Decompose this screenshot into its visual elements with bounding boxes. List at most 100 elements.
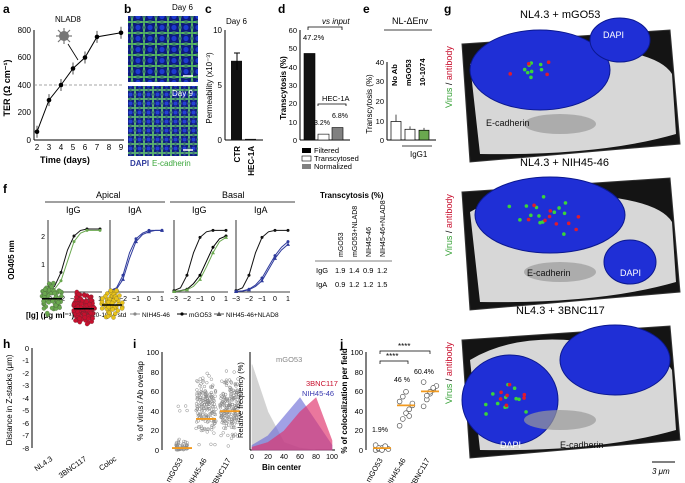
j-value-label: 1.9% — [372, 427, 388, 434]
c-ytick: 5 — [218, 81, 223, 90]
legend-swatch-normalized — [302, 164, 311, 169]
f-xlabel: [Ig] (μg ml⁻¹) — [26, 311, 75, 320]
c-xtick: CTR — [233, 146, 242, 163]
g-dapi-nucleus — [461, 354, 559, 446]
j-sig-bracket — [379, 360, 409, 364]
j-xtick: NIH45-46 — [384, 457, 408, 483]
e-bar — [418, 129, 430, 141]
j-point — [430, 385, 436, 391]
a-xtick: 3 — [47, 143, 52, 152]
g-antibody-dot — [545, 72, 549, 77]
a-ytick: 200 — [18, 108, 32, 117]
f-point — [72, 234, 76, 238]
f-point — [59, 279, 63, 283]
g-antibody-dot — [499, 390, 503, 395]
i-xtick: 3BNC117 — [209, 457, 233, 483]
h-ylabel: Distance in Z-stacks (μm) — [5, 354, 14, 445]
i-point — [236, 377, 240, 381]
f-xtick: 1 — [286, 296, 290, 303]
h-point — [111, 315, 116, 320]
i-point — [235, 382, 239, 386]
a-xtick: 5 — [71, 143, 76, 152]
g-antibody-dot — [554, 222, 559, 226]
i-point — [222, 400, 226, 405]
i-xtick2: 40 — [280, 454, 288, 461]
h-point — [82, 315, 88, 320]
e-ytick: 0 — [380, 136, 384, 145]
g-title: NL4.3 + 3BNC117 — [516, 305, 605, 317]
h-point — [51, 280, 56, 286]
d-legend: Filtered — [314, 146, 339, 155]
g-scale-label: 3 μm — [652, 467, 670, 476]
f-point — [185, 287, 189, 292]
f-point — [72, 240, 76, 244]
e-ylabel: Transcytosis (%) — [365, 74, 374, 134]
i-point — [210, 428, 214, 432]
h-ytick: -4 — [22, 394, 29, 403]
f-point — [286, 240, 290, 244]
f-table-col: NIH45-46+NLAD8 — [380, 200, 387, 257]
h-point — [86, 316, 91, 321]
h-point — [57, 305, 62, 310]
i-point — [207, 374, 211, 378]
d-vs-input: vs input — [322, 17, 350, 26]
a-xtick: 4 — [59, 143, 64, 152]
i-point — [233, 382, 237, 386]
i-point — [211, 396, 215, 400]
f-xtick: 0 — [211, 296, 215, 303]
f-header-apical: Apical — [96, 190, 121, 200]
g-slash: / — [444, 376, 454, 384]
i-point — [236, 406, 240, 410]
d-ytick: 60 — [289, 26, 297, 35]
i-point — [223, 426, 228, 431]
i-point — [234, 393, 239, 397]
c-bar — [231, 60, 242, 140]
g-virus-dot — [557, 206, 561, 210]
d-bar — [331, 127, 344, 141]
j-ytick: 100 — [350, 348, 363, 357]
f-table-cell: 1.5 — [377, 280, 387, 289]
i-point — [178, 444, 182, 448]
i-point — [222, 404, 227, 408]
a-point — [46, 97, 52, 103]
h-point — [113, 311, 118, 316]
f-point — [224, 235, 228, 239]
f-series-line — [47, 229, 100, 292]
e-col-label: 10-1074 — [418, 58, 427, 86]
i-point — [201, 376, 205, 380]
g-antibody-dot — [543, 218, 547, 223]
i-xlabel2: Bin center — [262, 463, 301, 472]
f-point — [234, 289, 238, 293]
i-point — [228, 385, 232, 389]
g-ecadherin-fold — [524, 114, 596, 134]
i-point — [199, 428, 203, 433]
i-point — [210, 423, 214, 428]
g-dapi-label: DAPI — [603, 30, 624, 40]
g-virus-dot — [484, 412, 488, 416]
f-table-cell: 0.9 — [363, 266, 373, 275]
i-point — [229, 436, 234, 440]
h-point — [87, 302, 92, 307]
f-ytick: 1 — [41, 262, 45, 269]
h-point — [110, 307, 115, 312]
h-xtick: Coloc — [97, 454, 118, 473]
i-point — [222, 421, 226, 426]
f-point — [273, 256, 277, 260]
panel-letter-g: g — [444, 2, 451, 16]
i-point — [238, 402, 242, 406]
i-point — [182, 439, 186, 444]
j-point — [406, 413, 412, 419]
h-point — [114, 288, 119, 293]
h-point — [45, 310, 50, 316]
i-point — [235, 420, 240, 425]
g-antibody-dot — [522, 396, 526, 400]
i-point — [209, 390, 214, 395]
h-point — [115, 308, 121, 313]
h-ytick: -5 — [22, 406, 29, 415]
i-point — [234, 384, 238, 388]
h-ytick: -6 — [22, 419, 29, 428]
legend-marker — [214, 311, 224, 316]
h-point — [71, 302, 77, 307]
d-legend: Transcytosed — [314, 154, 359, 163]
